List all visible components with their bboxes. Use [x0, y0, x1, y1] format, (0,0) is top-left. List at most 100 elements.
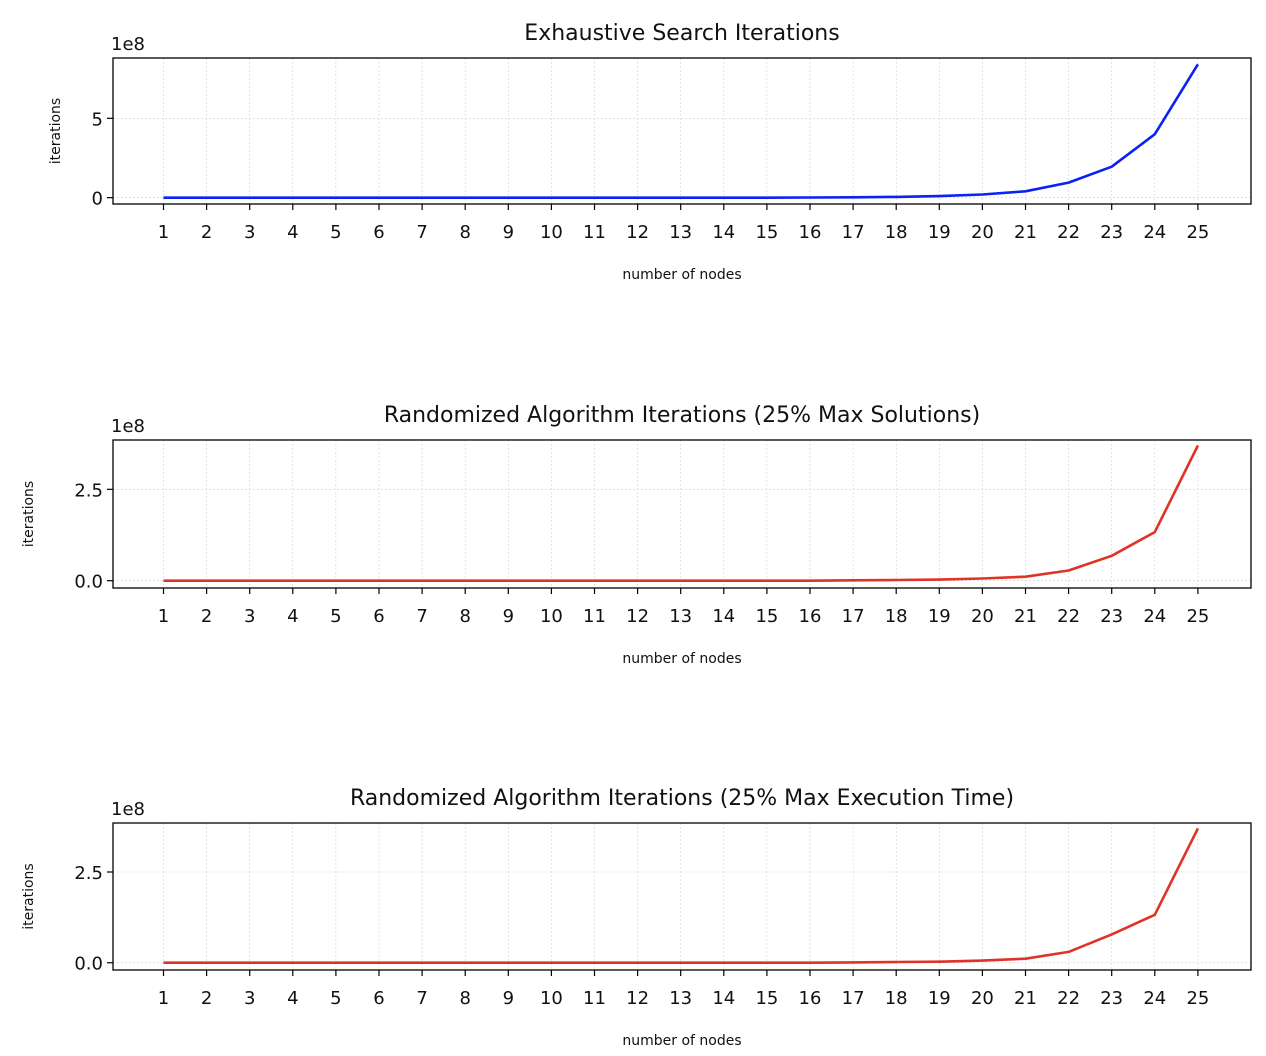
- x-tick-label: 11: [583, 988, 606, 1009]
- x-axis-label: number of nodes: [622, 1033, 741, 1049]
- x-tick-label: 11: [583, 606, 606, 627]
- x-tick-label: 4: [287, 606, 298, 627]
- x-tick-label: 19: [928, 988, 951, 1009]
- x-tick-label: 16: [799, 606, 822, 627]
- x-tick-label: 5: [330, 606, 341, 627]
- x-tick-label: 23: [1100, 222, 1123, 243]
- plot-frame: [112, 439, 1252, 589]
- x-tick-label: 8: [459, 606, 470, 627]
- series-line: [163, 444, 1200, 583]
- x-tick-label: 17: [842, 988, 865, 1009]
- chart-panel-1: 1 2 3 4 5 6 7 8 9 10 11 12 13 14 15 16 17 18 19 20 21 22 23 24 2…: [48, 21, 1252, 283]
- x-tick-label: 2: [201, 222, 212, 243]
- x-tick-label: 22: [1057, 222, 1080, 243]
- x-tick-label: 21: [1014, 988, 1037, 1009]
- x-tick-label: 16: [799, 988, 822, 1009]
- x-tick-label: 1: [158, 988, 169, 1009]
- x-tick-label: 4: [287, 988, 298, 1009]
- x-tick-label: 15: [755, 606, 778, 627]
- x-axis-label: number of nodes: [622, 651, 741, 667]
- x-tick-label: 20: [971, 988, 994, 1009]
- x-tick-label: 12: [626, 988, 649, 1009]
- x-tick-label: 18: [885, 222, 908, 243]
- x-tick-label: 9: [503, 988, 514, 1009]
- x-tick-label: 3: [244, 988, 255, 1009]
- x-tick-label: 18: [885, 988, 908, 1009]
- x-tick-label: 23: [1100, 988, 1123, 1009]
- x-tick-label: 12: [626, 222, 649, 243]
- x-tick-label: 8: [459, 988, 470, 1009]
- x-tick-label: 9: [503, 222, 514, 243]
- x-tick-label: 6: [373, 222, 384, 243]
- x-tick-label: 25: [1186, 222, 1209, 243]
- series-line: [163, 63, 1200, 199]
- x-tick-label: 9: [503, 606, 514, 627]
- x-tick-label: 15: [755, 988, 778, 1009]
- x-tick-label: 6: [373, 988, 384, 1009]
- x-tick-label: 14: [712, 606, 735, 627]
- x-tick-label: 19: [928, 222, 951, 243]
- x-tick-label: 10: [540, 988, 563, 1009]
- x-tick-label: 20: [971, 222, 994, 243]
- x-axis-label: number of nodes: [622, 267, 741, 283]
- x-tick-label: 14: [712, 222, 735, 243]
- y-offset-label: 1e8: [111, 34, 145, 55]
- x-tick-label: 5: [330, 222, 341, 243]
- chart-title: Randomized Algorithm Iterations (25% Max…: [350, 786, 1014, 811]
- x-tick-label: 19: [928, 606, 951, 627]
- x-tick-label: 7: [416, 606, 427, 627]
- x-tick-label: 12: [626, 606, 649, 627]
- x-tick-label: 1: [158, 606, 169, 627]
- x-tick-label: 24: [1143, 606, 1166, 627]
- plot-frame: [112, 822, 1252, 971]
- x-tick-label: 21: [1014, 606, 1037, 627]
- x-tick-label: 3: [244, 606, 255, 627]
- x-tick-label: 5: [330, 988, 341, 1009]
- x-tick-label: 22: [1057, 988, 1080, 1009]
- x-tick-label: 14: [712, 988, 735, 1009]
- x-tick-label: 24: [1143, 222, 1166, 243]
- x-tick-label: 11: [583, 222, 606, 243]
- x-tick-label: 17: [842, 222, 865, 243]
- y-axis-label: iterations: [48, 98, 64, 164]
- y-tick-label: 0: [92, 189, 103, 210]
- y-axis-label: iterations: [21, 481, 37, 547]
- x-tick-label: 10: [540, 222, 563, 243]
- plot-frame: [112, 57, 1252, 205]
- x-tick-label: 18: [885, 606, 908, 627]
- x-tick-label: 3: [244, 222, 255, 243]
- chart-title: Exhaustive Search Iterations: [524, 21, 839, 46]
- x-tick-label: 1: [158, 222, 169, 243]
- x-tick-label: 21: [1014, 222, 1037, 243]
- series-line: [163, 827, 1200, 965]
- chart-title: Randomized Algorithm Iterations (25% Max…: [384, 403, 980, 428]
- x-tick-label: 10: [540, 606, 563, 627]
- y-axis-label: iterations: [21, 863, 37, 929]
- y-tick-label: 2.5: [74, 480, 103, 501]
- x-tick-label: 25: [1186, 988, 1209, 1009]
- y-offset-label: 1e8: [111, 416, 145, 437]
- x-tick-label: 7: [416, 222, 427, 243]
- x-tick-label: 4: [287, 222, 298, 243]
- y-offset-label: 1e8: [111, 799, 145, 820]
- x-tick-label: 2: [201, 606, 212, 627]
- x-tick-label: 17: [842, 606, 865, 627]
- x-tick-label: 22: [1057, 606, 1080, 627]
- chart-panel-3: 1 2 3 4 5 6 7 8 9 10 11 12 13 14 15 16 17 18 19 20 21 22 23 24 2…: [21, 786, 1252, 1049]
- x-tick-label: 7: [416, 988, 427, 1009]
- chart-panel-2: 1 2 3 4 5 6 7 8 9 10 11 12 13 14 15 16 17 18 19 20 21 22 23 24 2…: [21, 403, 1252, 667]
- y-tick-label: 5: [92, 109, 103, 130]
- x-tick-label: 15: [755, 222, 778, 243]
- x-tick-label: 23: [1100, 606, 1123, 627]
- x-tick-label: 24: [1143, 988, 1166, 1009]
- y-tick-label: 0.0: [74, 572, 103, 593]
- x-tick-label: 20: [971, 606, 994, 627]
- x-tick-label: 13: [669, 988, 692, 1009]
- y-tick-label: 0.0: [74, 954, 103, 975]
- x-tick-label: 25: [1186, 606, 1209, 627]
- x-tick-label: 8: [459, 222, 470, 243]
- x-tick-label: 13: [669, 606, 692, 627]
- x-tick-label: 13: [669, 222, 692, 243]
- x-tick-label: 16: [799, 222, 822, 243]
